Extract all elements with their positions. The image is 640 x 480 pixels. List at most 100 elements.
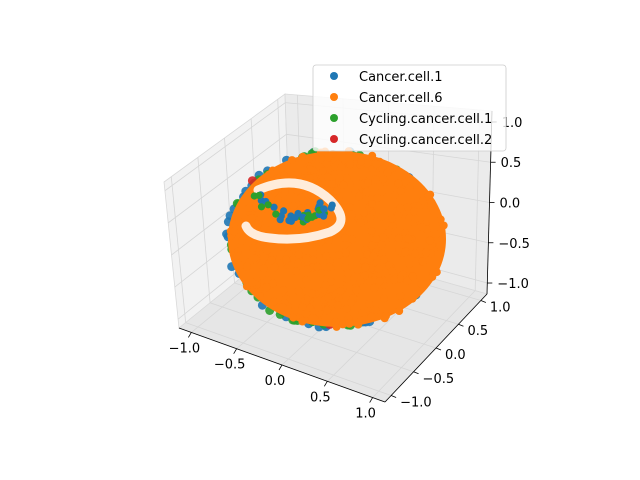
scatter-point [365,299,374,308]
scatter-point [429,207,438,216]
x-tick-label: 1.0 [355,407,376,422]
scatter-points [222,147,448,332]
scatter-point [422,248,431,257]
scatter-point [339,180,348,189]
scatter-point [379,175,388,184]
y-tick [435,347,442,351]
scatter-point [270,297,279,306]
scatter-point [298,225,307,234]
scatter-point [411,214,420,223]
scatter-point [302,286,311,295]
scatter-point [337,162,346,171]
scatter-point [230,227,239,236]
z-grid-line [167,133,491,224]
ticks: −1.0−0.50.00.51.0−1.0−0.50.00.51.0−1.0−0… [169,116,530,422]
x-tick [233,348,238,354]
y-grid-line [170,176,392,396]
scatter-point [394,179,403,188]
scatter-point [346,298,355,307]
scatter-point [396,204,405,213]
scatter-point [314,303,323,312]
legend-label: Cycling.cancer.cell.1 [359,112,492,127]
x-tick [278,364,283,371]
scatter-point [285,216,293,224]
y-tick-label: −0.5 [423,372,455,387]
x-tick-label: −0.5 [214,358,246,373]
y-tick [413,371,419,375]
scatter-point [340,241,349,250]
scatter-point [325,262,334,271]
scatter-point [304,214,312,223]
y-tick-label: 0.5 [467,324,488,339]
scatter-point [269,279,278,288]
scatter-point [282,255,290,264]
legend-marker [330,135,338,143]
scatter-point [348,235,357,244]
scatter-point [320,205,328,213]
scatter-point [345,318,354,327]
y-tick [458,323,464,327]
scatter-point [270,203,278,211]
scatter-point [439,221,448,230]
scatter-point [357,157,365,166]
scatter-point [242,262,251,271]
scatter-point [305,303,314,312]
y-grid-line [224,137,437,349]
x-tick-label: 0.5 [310,390,331,405]
scatter-point [365,277,374,286]
scatter-point [313,262,322,271]
scatter-point [361,263,370,272]
scatter-point [270,263,279,272]
scatter-point [380,255,389,264]
x-tick [369,397,373,403]
x-tick [323,381,328,387]
scatter-point [382,311,390,320]
scatter-point [371,305,380,314]
scatter-point [316,199,324,207]
scatter-point [370,284,379,293]
z-tick-label: −1.0 [497,277,529,292]
scatter-point [308,239,316,248]
scatter-point [374,264,383,273]
legend-label: Cancer.cell.6 [359,91,442,106]
scatter-point [372,160,381,169]
scatter-point [235,217,244,226]
scatter-point [426,190,435,199]
scatter-point [262,283,271,292]
scatter-point [371,175,380,184]
z-tick-label: 1.0 [502,116,523,131]
scatter-point [305,165,314,173]
scatter-point [375,277,384,286]
legend: Cancer.cell.1 Cancer.cell.6 Cycling.cancer… [312,64,507,152]
scatter-point [294,286,303,295]
scatter-point [333,186,342,195]
scatter-point [352,285,361,294]
scatter-point [310,314,319,322]
scatter-point [296,193,305,202]
scatter-point [321,281,330,290]
y-tick-label: 0.0 [445,348,466,363]
x-tick-label: 0.0 [265,374,286,389]
scatter-point [334,194,343,203]
scatter-gap [241,178,346,244]
scatter-point [405,174,414,183]
scatter-point [245,204,254,212]
scatter-point [383,168,392,177]
scatter-point [294,209,302,218]
legend-label: Cancer.cell.1 [359,70,442,85]
scatter-point [336,287,345,295]
scatter-point [317,269,326,278]
scatter-point [319,167,327,176]
scatter-point [262,246,271,255]
scatter-point [257,203,266,211]
scatter-point [288,156,296,165]
scatter-point [343,269,352,278]
scatter-point [299,166,308,175]
scatter-point [302,309,311,318]
scatter-point [273,227,282,236]
scatter-point [363,159,372,168]
scatter-point [388,267,397,276]
scatter-point [356,276,365,285]
y-tick-label: 1.0 [490,300,511,315]
